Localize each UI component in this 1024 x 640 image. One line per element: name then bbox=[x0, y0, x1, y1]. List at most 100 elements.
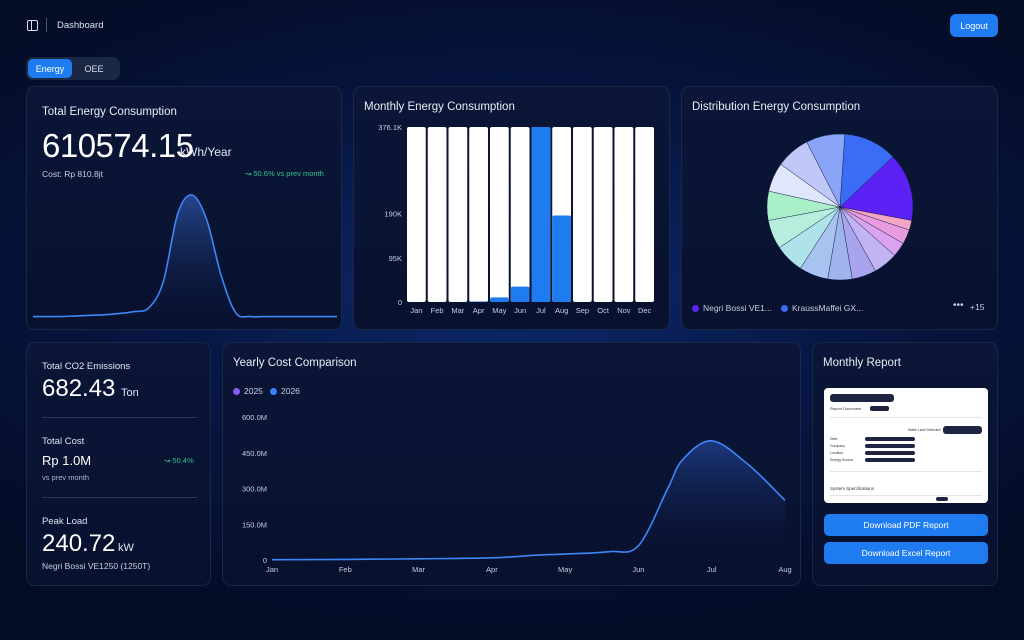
total-cost-value: Rp 1.0M bbox=[42, 453, 92, 468]
y-tick-label: 95K bbox=[389, 254, 402, 263]
total-cost-label: Total Cost bbox=[42, 436, 85, 447]
doc-text: Watts Lane Detected bbox=[908, 428, 941, 432]
x-tick-label: May bbox=[492, 306, 506, 315]
distribution-pie-chart bbox=[766, 133, 914, 281]
top-bar: Dashboard Logout bbox=[0, 0, 1024, 52]
legend-item[interactable]: Negri Bossi VE1... bbox=[692, 303, 772, 313]
y-tick-label: 300.0M bbox=[242, 485, 267, 494]
x-tick-label: Mar bbox=[412, 565, 425, 574]
y-tick-label: 0 bbox=[398, 298, 402, 307]
doc-block bbox=[865, 458, 915, 462]
bar bbox=[531, 127, 551, 302]
energy-sparkline-chart bbox=[32, 194, 337, 329]
x-tick-label: Nov bbox=[617, 306, 631, 315]
x-tick-label: Jul bbox=[707, 565, 717, 574]
doc-block bbox=[943, 426, 982, 434]
trend-delta: ↝ 50.6% vs prev month bbox=[245, 169, 324, 178]
doc-block bbox=[865, 451, 915, 455]
trend-delta: ↝ 50.4% bbox=[164, 456, 194, 465]
x-tick-label: Feb bbox=[339, 565, 352, 574]
bar-background bbox=[469, 127, 488, 302]
pie-slice bbox=[839, 133, 894, 208]
x-tick-label: Oct bbox=[597, 306, 610, 315]
y-tick-label: 376.1K bbox=[378, 123, 402, 132]
legend-label: 2026 bbox=[281, 386, 300, 396]
x-tick-label: Aug bbox=[778, 565, 791, 574]
doc-title-block bbox=[830, 394, 894, 402]
legend-dot bbox=[233, 387, 240, 395]
legend-dot bbox=[270, 387, 277, 395]
monthly-report-card: Monthly Report Report Document Watts Lan… bbox=[812, 342, 998, 586]
total-energy-unit: kWh/Year bbox=[180, 145, 232, 159]
doc-rule bbox=[830, 471, 982, 472]
x-tick-label: Jun bbox=[514, 306, 526, 315]
sparkline-area bbox=[33, 194, 337, 329]
more-count: +15 bbox=[970, 302, 985, 312]
doc-text: Company bbox=[830, 444, 845, 448]
x-tick-label: Apr bbox=[486, 565, 498, 574]
doc-rule bbox=[830, 417, 982, 418]
card-title: Yearly Cost Comparison bbox=[233, 357, 357, 369]
pie-slice bbox=[839, 156, 914, 221]
card-title: Total Energy Consumption bbox=[42, 106, 177, 118]
yearly-cost-chart: 0 150.0M 300.0M 450.0M 600.0M Jan Feb Mar Apr May… bbox=[242, 413, 792, 574]
co2-unit: Ton bbox=[121, 387, 139, 399]
doc-text: Location bbox=[830, 451, 844, 455]
x-tick-label: Apr bbox=[473, 306, 485, 315]
x-tick-label: Aug bbox=[555, 306, 568, 315]
breadcrumb[interactable]: Dashboard bbox=[57, 20, 104, 31]
logout-button[interactable]: Logout bbox=[950, 14, 998, 37]
legend-label: Negri Bossi VE1... bbox=[703, 303, 772, 313]
download-excel-button[interactable]: Download Excel Report bbox=[824, 542, 988, 564]
bar-background bbox=[573, 127, 592, 302]
total-cost-sub: vs prev month bbox=[42, 473, 90, 482]
bar-background bbox=[593, 127, 613, 302]
legend-item[interactable]: 2025 bbox=[233, 386, 263, 396]
legend-item[interactable]: KraussMaffei GX... bbox=[781, 303, 863, 313]
doc-text: Energy Source bbox=[830, 458, 854, 462]
x-tick-label: Dec bbox=[638, 306, 652, 315]
y-tick-label: 0 bbox=[263, 556, 267, 565]
bar-background bbox=[407, 127, 426, 302]
report-preview[interactable]: Report Document Watts Lane Detected Date… bbox=[824, 388, 988, 503]
bar-background bbox=[614, 127, 634, 302]
y-tick-label: 150.0M bbox=[242, 520, 267, 529]
tab-group: Energy OEE bbox=[26, 57, 120, 80]
bar-background bbox=[490, 127, 509, 302]
doc-text: Report Document bbox=[830, 406, 862, 411]
x-tick-label: Mar bbox=[451, 306, 464, 315]
doc-block bbox=[865, 437, 915, 441]
tab-energy[interactable]: Energy bbox=[28, 59, 72, 78]
legend-label: KraussMaffei GX... bbox=[792, 303, 864, 313]
x-tick-label: Jan bbox=[410, 306, 422, 315]
bar-background bbox=[448, 127, 468, 302]
co2-label: Total CO2 Emissions bbox=[42, 361, 131, 372]
x-tick-label: Jun bbox=[632, 565, 644, 574]
y-tick-label: 600.0M bbox=[242, 413, 267, 422]
legend-item[interactable]: 2026 bbox=[270, 386, 300, 396]
monthly-energy-card: Monthly Energy Consumption 0 95K 190K 376.1… bbox=[353, 86, 670, 330]
x-tick-label: Jul bbox=[536, 306, 546, 315]
tab-oee[interactable]: OEE bbox=[84, 63, 104, 74]
bar bbox=[469, 301, 488, 302]
bar-background bbox=[427, 127, 447, 302]
bar-background bbox=[635, 127, 654, 302]
download-pdf-button[interactable]: Download PDF Report bbox=[824, 514, 988, 536]
more-dots-icon[interactable]: ••• bbox=[953, 300, 964, 311]
x-tick-label: Jan bbox=[266, 565, 278, 574]
doc-block bbox=[936, 497, 948, 501]
divider bbox=[42, 417, 197, 418]
divider bbox=[46, 18, 47, 32]
x-tick-label: Sep bbox=[576, 306, 589, 315]
doc-block bbox=[870, 406, 889, 411]
bar-background bbox=[510, 127, 530, 302]
sparkline-line bbox=[32, 194, 337, 318]
bar bbox=[510, 286, 530, 302]
series-area-2026 bbox=[272, 440, 785, 560]
peak-load-label: Peak Load bbox=[42, 516, 88, 527]
x-tick-label: May bbox=[558, 565, 572, 574]
stats-card: Total CO2 Emissions 682.43 Ton Total Cos… bbox=[26, 342, 211, 586]
sidebar-toggle-icon[interactable] bbox=[27, 20, 38, 31]
y-tick-label: 450.0M bbox=[242, 449, 267, 458]
legend-label: 2025 bbox=[244, 386, 263, 396]
